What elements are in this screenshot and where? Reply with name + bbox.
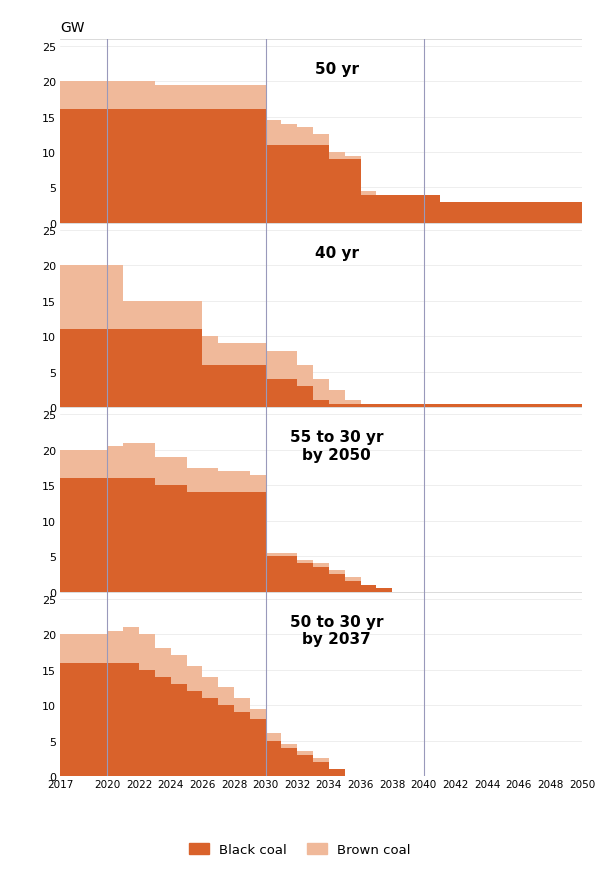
Legend: Black coal, Brown coal: Black coal, Brown coal bbox=[184, 838, 416, 861]
Text: 55 to 30 yr
by 2050: 55 to 30 yr by 2050 bbox=[290, 430, 383, 462]
Text: 50 yr: 50 yr bbox=[314, 61, 359, 76]
Text: 50 to 30 yr
by 2037: 50 to 30 yr by 2037 bbox=[290, 614, 383, 646]
Text: GW: GW bbox=[60, 21, 85, 35]
Text: 40 yr: 40 yr bbox=[314, 246, 359, 260]
